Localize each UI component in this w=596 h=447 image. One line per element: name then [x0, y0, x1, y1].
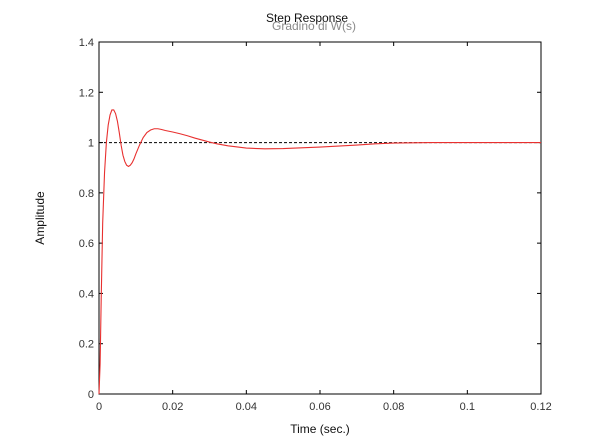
y-tick-label: 0.6: [79, 238, 94, 250]
y-tick-label: 0: [88, 389, 94, 401]
y-tick-label: 1.2: [79, 87, 94, 99]
y-axis-ticks: 0 0.2 0.4 0.6 0.8 1 1.2 1.4: [79, 37, 541, 401]
x-tick-label: 0.08: [383, 401, 404, 413]
y-tick-label: 0.4: [79, 288, 94, 300]
y-tick-label: 0.8: [79, 188, 94, 200]
x-axis-label: Time (sec.): [290, 422, 350, 436]
y-axis-label: Amplitude: [33, 191, 47, 245]
y-tick-label: 0.2: [79, 339, 94, 351]
chart-title: Step Response: [266, 11, 348, 25]
y-tick-label: 1.4: [79, 37, 94, 49]
chart-subtitle: Gradino di W(s): [272, 19, 356, 33]
x-tick-label: 0: [96, 401, 102, 413]
x-axis-ticks: 0 0.02 0.04 0.06 0.08 0.1 0.12: [96, 42, 552, 413]
x-tick-label: 0.04: [236, 401, 257, 413]
x-tick-label: 0.06: [309, 401, 330, 413]
x-tick-label: 0.1: [460, 401, 475, 413]
y-tick-label: 1: [88, 138, 94, 150]
x-tick-label: 0.02: [162, 401, 183, 413]
plot-area-frame: [98, 41, 542, 395]
step-response-curve: [98, 109, 541, 395]
x-tick-label: 0.12: [530, 401, 551, 413]
